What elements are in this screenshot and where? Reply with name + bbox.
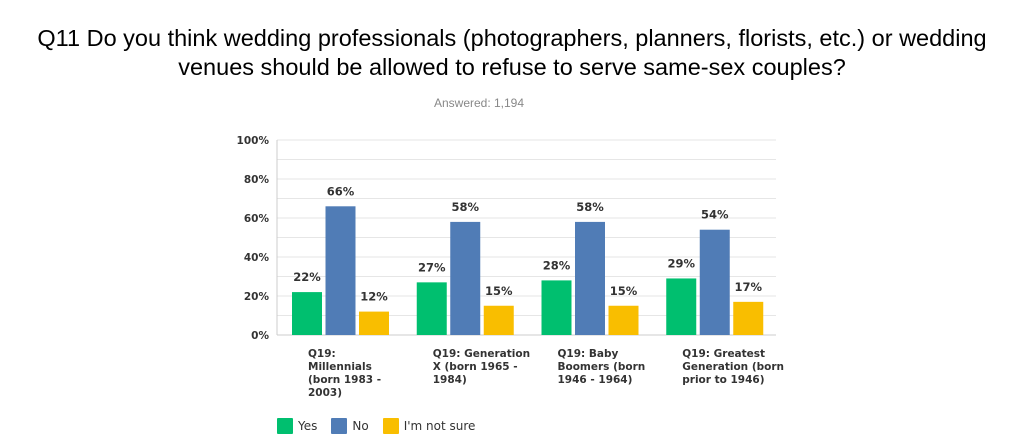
chart-title: Q11 Do you think wedding professionals (…	[0, 24, 1024, 82]
x-tick-label: Generation (born	[682, 361, 784, 373]
x-tick-label: prior to 1946)	[682, 374, 764, 386]
data-label: 66%	[327, 184, 355, 198]
x-tick-label: 2003)	[308, 387, 342, 399]
x-tick-label: Q19: Greatest	[682, 348, 765, 360]
bars	[292, 206, 764, 335]
x-tick-label: Q19: Baby	[558, 348, 619, 360]
bar	[699, 229, 730, 335]
legend-item: Yes	[277, 418, 317, 434]
legend-swatch	[331, 418, 348, 434]
legend-label: No	[352, 419, 369, 433]
bar	[541, 280, 572, 335]
data-label: 27%	[418, 260, 446, 274]
legend-item: No	[331, 418, 369, 434]
y-tick-label: 60%	[244, 213, 270, 225]
answered-count: Answered: 1,194	[433, 96, 525, 110]
legend-swatch	[382, 418, 399, 434]
bar	[575, 221, 605, 335]
chart-title-line-2: venues should be allowed to refuse to se…	[178, 54, 846, 80]
data-label: 15%	[485, 284, 513, 298]
legend-label: Yes	[298, 419, 318, 433]
y-tick-label: 100%	[237, 135, 270, 147]
bar	[733, 301, 764, 335]
y-tick-label: 20%	[244, 291, 270, 303]
grid-lines	[277, 139, 776, 336]
bar	[359, 311, 389, 335]
legend-item: I'm not sure	[382, 418, 476, 434]
data-label: 12%	[360, 290, 388, 304]
y-tick-label: 40%	[244, 252, 270, 264]
y-tick-label: 80%	[244, 174, 270, 186]
data-label: 28%	[543, 258, 571, 272]
bar	[292, 292, 322, 335]
data-label: 58%	[576, 200, 604, 214]
bar	[666, 278, 697, 335]
x-tick-label: Boomers (born	[558, 361, 646, 373]
x-tick-label: 1984)	[433, 374, 467, 386]
data-label: 54%	[701, 208, 729, 222]
legend-label: I'm not sure	[403, 419, 476, 433]
data-label: 17%	[734, 280, 762, 294]
x-tick-label: Q19:	[308, 348, 336, 360]
x-axis: Q19:Millennials(born 1983 -2003) Q19: Gen…	[308, 348, 784, 399]
x-tick-label: 1946 - 1964)	[558, 374, 633, 386]
data-label: 22%	[293, 270, 321, 284]
bar	[483, 305, 514, 335]
x-tick-label: X (born 1965 -	[433, 361, 518, 373]
chart-title-line-1: Q11 Do you think wedding professionals (…	[37, 25, 987, 51]
bar	[450, 221, 481, 335]
y-tick-label: 0%	[251, 330, 269, 342]
bar	[325, 206, 356, 335]
x-tick-label: Q19: Generation	[433, 348, 530, 360]
data-labels: 22% 66% 12% 27% 58% 15% 28% 58% 15% 29% 54% 17%	[293, 184, 762, 303]
data-label: 15%	[610, 284, 638, 298]
y-axis: 0% 20% 40% 60% 80% 100%	[237, 135, 278, 342]
data-label: 58%	[451, 200, 479, 214]
legend: Yes No I'm not sure	[277, 418, 489, 434]
data-label: 29%	[667, 256, 695, 270]
bar	[608, 305, 639, 335]
legend-swatch	[277, 418, 293, 434]
x-tick-label: Millennials	[308, 361, 372, 373]
bar	[416, 282, 447, 335]
x-tick-label: (born 1983 -	[308, 374, 381, 386]
